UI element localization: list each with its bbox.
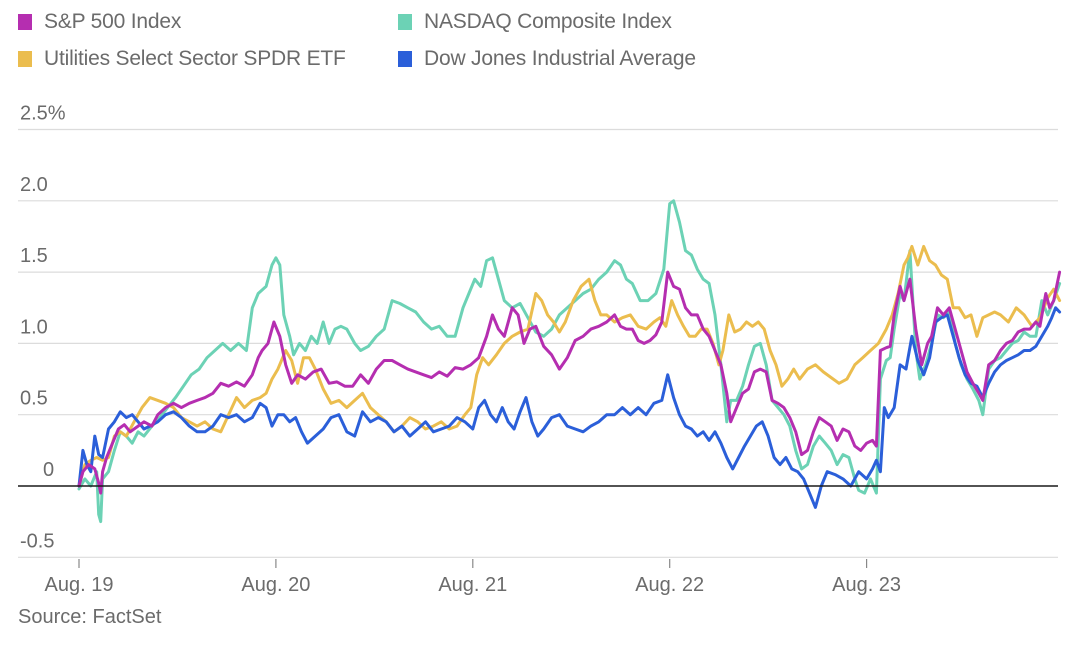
series-line-sp500 [77, 270, 1062, 495]
legend-item-utilities: Utilities Select Sector SPDR ETF [18, 47, 346, 71]
legend-swatch-sp500 [18, 14, 32, 30]
series-lines [77, 199, 1062, 524]
gridlines [18, 128, 1058, 558]
x-axis: Aug. 19 Aug. 20 Aug. 21 Aug. 22 Aug. 23 [45, 559, 901, 596]
legend-item-dow: Dow Jones Industrial Average [398, 47, 696, 71]
x-tick-label: Aug. 19 [45, 574, 114, 596]
x-tick-label: Aug. 23 [832, 574, 901, 596]
legend-item-sp500: S&P 500 Index [18, 10, 181, 34]
y-tick-label: 0 [43, 459, 54, 481]
legend-item-nasdaq: NASDAQ Composite Index [398, 10, 672, 34]
legend-label-nasdaq: NASDAQ Composite Index [424, 10, 672, 33]
y-tick-label: 2.0 [20, 174, 48, 196]
y-tick-label: 1.0 [20, 316, 48, 338]
x-tick-label: Aug. 22 [635, 574, 704, 596]
y-tick-label: -0.5 [20, 530, 54, 552]
legend-swatch-utilities [18, 51, 32, 67]
x-tick-label: Aug. 21 [438, 574, 507, 596]
legend-label-utilities: Utilities Select Sector SPDR ETF [44, 47, 346, 70]
source-note: Source: FactSet [18, 606, 162, 628]
legend: S&P 500 Index NASDAQ Composite Index Uti… [18, 8, 778, 78]
legend-swatch-nasdaq [398, 14, 412, 30]
legend-label-dow: Dow Jones Industrial Average [424, 47, 696, 70]
legend-label-sp500: S&P 500 Index [44, 10, 182, 33]
y-tick-label: 2.5% [20, 103, 66, 125]
y-axis-labels: -0.5 0 0.5 1.0 1.5 2.0 2.5% [20, 103, 66, 553]
y-tick-label: 0.5 [20, 388, 48, 410]
y-tick-label: 1.5 [20, 245, 48, 267]
series-line-utilities [77, 244, 1062, 488]
series-line-dow [77, 306, 1062, 509]
legend-swatch-dow [398, 51, 412, 67]
x-tick-label: Aug. 20 [241, 574, 310, 596]
